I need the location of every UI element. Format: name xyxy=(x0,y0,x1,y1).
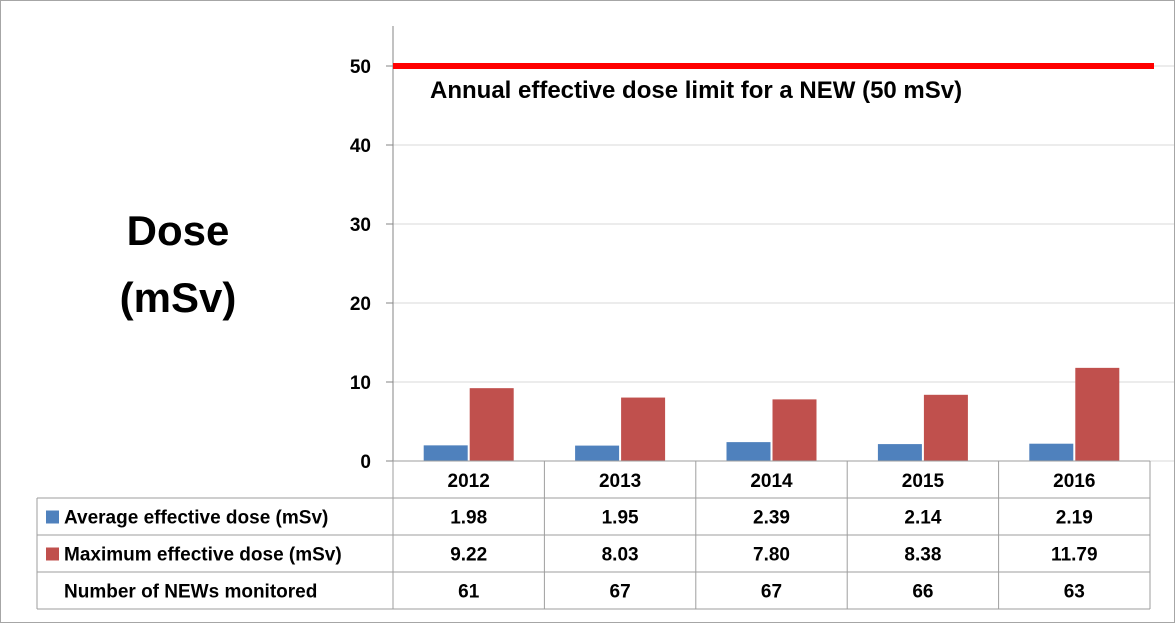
y-tick-label: 30 xyxy=(350,215,371,236)
data-table: 2012 2013 2014 2015 2016 Average effective do… xyxy=(36,460,1151,610)
legend-key-average xyxy=(46,510,59,524)
table-row-label: Maximum effective dose (mSv) xyxy=(64,545,342,566)
y-tick-label: 50 xyxy=(350,57,371,78)
x-category-label: 2013 xyxy=(599,471,641,492)
y-tick-label: 0 xyxy=(360,452,371,473)
table-cell: 11.79 xyxy=(1051,545,1098,566)
x-category-label: 2014 xyxy=(750,471,793,492)
y-tick-label: 10 xyxy=(350,373,371,394)
table-cell: 9.22 xyxy=(450,545,487,566)
bar-average-2013 xyxy=(575,445,620,461)
table-row-label: Number of NEWs monitored xyxy=(64,582,317,603)
bar-average-2014 xyxy=(726,442,771,461)
table-cell: 66 xyxy=(912,582,933,603)
bar-maximum-2016 xyxy=(1075,367,1120,461)
table-cell: 67 xyxy=(610,582,631,603)
bar-average-2015 xyxy=(877,444,922,461)
y-axis-title-line2: (mSv) xyxy=(120,274,237,321)
table-cell: 7.80 xyxy=(753,545,790,566)
table-cell: 1.95 xyxy=(602,508,639,529)
table-cell: 67 xyxy=(761,582,782,603)
bars xyxy=(423,367,1120,461)
bar-maximum-2012 xyxy=(469,388,514,461)
x-category-label: 2015 xyxy=(902,471,945,492)
x-category-label: 2016 xyxy=(1053,471,1095,492)
table-cell: 1.98 xyxy=(450,508,487,529)
bar-average-2012 xyxy=(423,445,468,461)
bar-maximum-2014 xyxy=(772,399,817,461)
table-cell: 2.39 xyxy=(753,508,790,529)
table-row-label: Average effective dose (mSv) xyxy=(64,508,328,529)
bar-average-2016 xyxy=(1029,443,1074,461)
table-cell: 8.38 xyxy=(904,545,941,566)
limit-annotation: Annual effective dose limit for a NEW (5… xyxy=(430,77,962,104)
table-cell: 63 xyxy=(1064,582,1085,603)
y-tick-label: 20 xyxy=(350,294,371,315)
table-cell: 8.03 xyxy=(602,545,639,566)
legend-key-maximum xyxy=(46,547,59,561)
bar-maximum-2015 xyxy=(923,394,968,461)
x-category-label: 2012 xyxy=(448,471,490,492)
y-tick-label: 40 xyxy=(350,136,371,157)
table-cell: 2.19 xyxy=(1056,508,1093,529)
table-cell: 61 xyxy=(458,582,480,603)
y-tick-labels: 0 10 20 30 40 50 xyxy=(350,57,371,473)
bar-maximum-2013 xyxy=(621,397,666,461)
y-axis-title-line1: Dose xyxy=(127,207,230,254)
table-cell: 2.14 xyxy=(904,508,941,529)
